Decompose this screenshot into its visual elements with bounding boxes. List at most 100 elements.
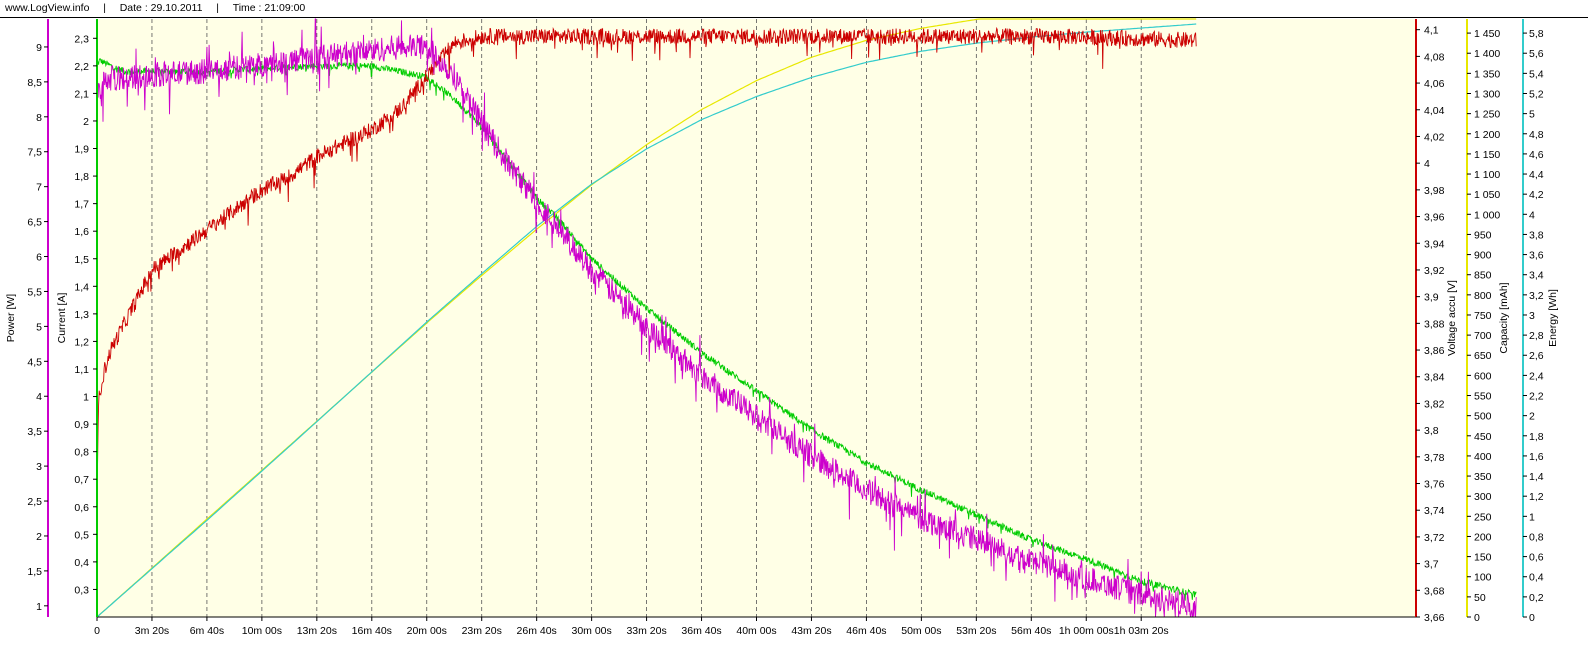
current-tick-label: 1,2 — [74, 336, 89, 348]
current-tick-label: 2,2 — [74, 61, 89, 73]
current-tick-label: 1 — [83, 392, 89, 404]
separator-2: | — [216, 2, 219, 14]
power-axis-label: Power [W] — [5, 294, 17, 343]
power-tick-label: 3 — [36, 461, 42, 473]
energy-tick-label: 1,8 — [1529, 431, 1544, 443]
x-tick-label: 20m 00s — [407, 625, 447, 637]
current-tick-label: 1,7 — [74, 199, 89, 211]
capacity-tick-label: 1 250 — [1474, 109, 1500, 121]
x-tick-label: 16m 40s — [352, 625, 392, 637]
energy-tick-label: 4 — [1529, 209, 1535, 221]
voltage-tick-label: 4 — [1424, 158, 1430, 170]
voltage-tick-label: 3,66 — [1424, 612, 1445, 624]
current-tick-label: 1,8 — [74, 171, 89, 183]
current-tick-label: 0,5 — [74, 529, 89, 541]
capacity-tick-label: 1 200 — [1474, 129, 1500, 141]
capacity-tick-label: 1 050 — [1474, 189, 1500, 201]
title-bar: www.LogView.info | Date : 29.10.2011 | T… — [0, 0, 1588, 18]
x-tick-label: 40m 00s — [736, 625, 776, 637]
x-tick-label: 3m 20s — [135, 625, 169, 637]
voltage-tick-label: 3,86 — [1424, 345, 1445, 357]
separator-1: | — [103, 2, 106, 14]
x-tick-label: 10m 00s — [242, 625, 282, 637]
power-tick-label: 8 — [36, 112, 42, 124]
voltage-tick-label: 3,8 — [1424, 425, 1439, 437]
energy-tick-label: 4,4 — [1529, 169, 1544, 181]
x-tick-label: 30m 00s — [571, 625, 611, 637]
capacity-tick-label: 300 — [1474, 491, 1492, 503]
current-tick-label: 1,1 — [74, 364, 89, 376]
power-tick-label: 4,5 — [27, 356, 42, 368]
voltage-tick-label: 3,78 — [1424, 452, 1445, 464]
power-tick-label: 7 — [36, 182, 42, 194]
voltage-tick-label: 3,88 — [1424, 318, 1445, 330]
capacity-tick-label: 0 — [1474, 612, 1480, 624]
power-tick-label: 2 — [36, 531, 42, 543]
energy-tick-label: 2,6 — [1529, 350, 1544, 362]
power-tick-label: 8,5 — [27, 77, 42, 89]
energy-tick-label: 0,6 — [1529, 552, 1544, 564]
capacity-tick-label: 1 350 — [1474, 68, 1500, 80]
capacity-tick-label: 100 — [1474, 572, 1492, 584]
energy-tick-label: 3,6 — [1529, 250, 1544, 262]
current-tick-label: 1,6 — [74, 226, 89, 238]
x-tick-label: 13m 20s — [297, 625, 337, 637]
x-tick-label: 0 — [94, 625, 100, 637]
x-tick-label: 56m 40s — [1011, 625, 1051, 637]
capacity-tick-label: 1 300 — [1474, 88, 1500, 100]
current-tick-label: 2,1 — [74, 88, 89, 100]
power-tick-label: 6 — [36, 252, 42, 264]
current-tick-label: 1,9 — [74, 144, 89, 156]
capacity-tick-label: 400 — [1474, 451, 1492, 463]
capacity-tick-label: 1 000 — [1474, 209, 1500, 221]
voltage-tick-label: 3,74 — [1424, 505, 1445, 517]
power-tick-label: 2,5 — [27, 496, 42, 508]
energy-tick-label: 3 — [1529, 310, 1535, 322]
capacity-tick-label: 650 — [1474, 350, 1492, 362]
voltage-tick-label: 3,98 — [1424, 185, 1445, 197]
energy-tick-label: 0 — [1529, 612, 1535, 624]
capacity-tick-label: 750 — [1474, 310, 1492, 322]
capacity-tick-label: 1 400 — [1474, 48, 1500, 60]
series-layer — [96, 18, 1197, 618]
voltage-tick-label: 3,96 — [1424, 212, 1445, 224]
capacity-tick-label: 450 — [1474, 431, 1492, 443]
current-tick-label: 0,7 — [74, 474, 89, 486]
current-axis-label: Current [A] — [56, 293, 68, 344]
energy-tick-label: 2,8 — [1529, 330, 1544, 342]
grid-layer — [151, 19, 1142, 617]
voltage-tick-label: 3,72 — [1424, 532, 1445, 544]
capacity-tick-label: 850 — [1474, 270, 1492, 282]
capacity-tick-label: 700 — [1474, 330, 1492, 342]
voltage-axis-label: Voltage accu [V] — [1446, 280, 1458, 356]
x-tick-label: 1h 00m 00s — [1059, 625, 1114, 637]
energy-tick-label: 0,4 — [1529, 572, 1544, 584]
energy-tick-label: 3,2 — [1529, 290, 1544, 302]
capacity-tick-label: 200 — [1474, 531, 1492, 543]
energy-tick-label: 1,4 — [1529, 471, 1544, 483]
power-tick-label: 1 — [36, 601, 42, 613]
capacity-tick-label: 350 — [1474, 471, 1492, 483]
energy-tick-label: 0,2 — [1529, 592, 1544, 604]
voltage-tick-label: 3,82 — [1424, 398, 1445, 410]
current-tick-label: 0,6 — [74, 502, 89, 514]
voltage-tick-label: 4,08 — [1424, 51, 1445, 63]
voltage-tick-label: 3,7 — [1424, 559, 1439, 571]
energy-tick-label: 1,2 — [1529, 491, 1544, 503]
capacity-tick-label: 1 450 — [1474, 28, 1500, 40]
current-tick-label: 0,8 — [74, 447, 89, 459]
capacity-tick-label: 800 — [1474, 290, 1492, 302]
voltage-tick-label: 3,9 — [1424, 292, 1439, 304]
x-tick-label: 6m 40s — [190, 625, 224, 637]
power-tick-label: 1,5 — [27, 566, 42, 578]
energy-series-line — [96, 23, 1197, 618]
energy-tick-label: 2,2 — [1529, 391, 1544, 403]
energy-tick-label: 1,6 — [1529, 451, 1544, 463]
energy-tick-label: 3,4 — [1529, 270, 1544, 282]
energy-tick-label: 5 — [1529, 109, 1535, 121]
capacity-axis-label: Capacity [mAh] — [1498, 282, 1510, 353]
current-tick-label: 2,3 — [74, 33, 89, 45]
current-tick-label: 0,9 — [74, 419, 89, 431]
capacity-tick-label: 600 — [1474, 370, 1492, 382]
voltage-tick-label: 3,92 — [1424, 265, 1445, 277]
